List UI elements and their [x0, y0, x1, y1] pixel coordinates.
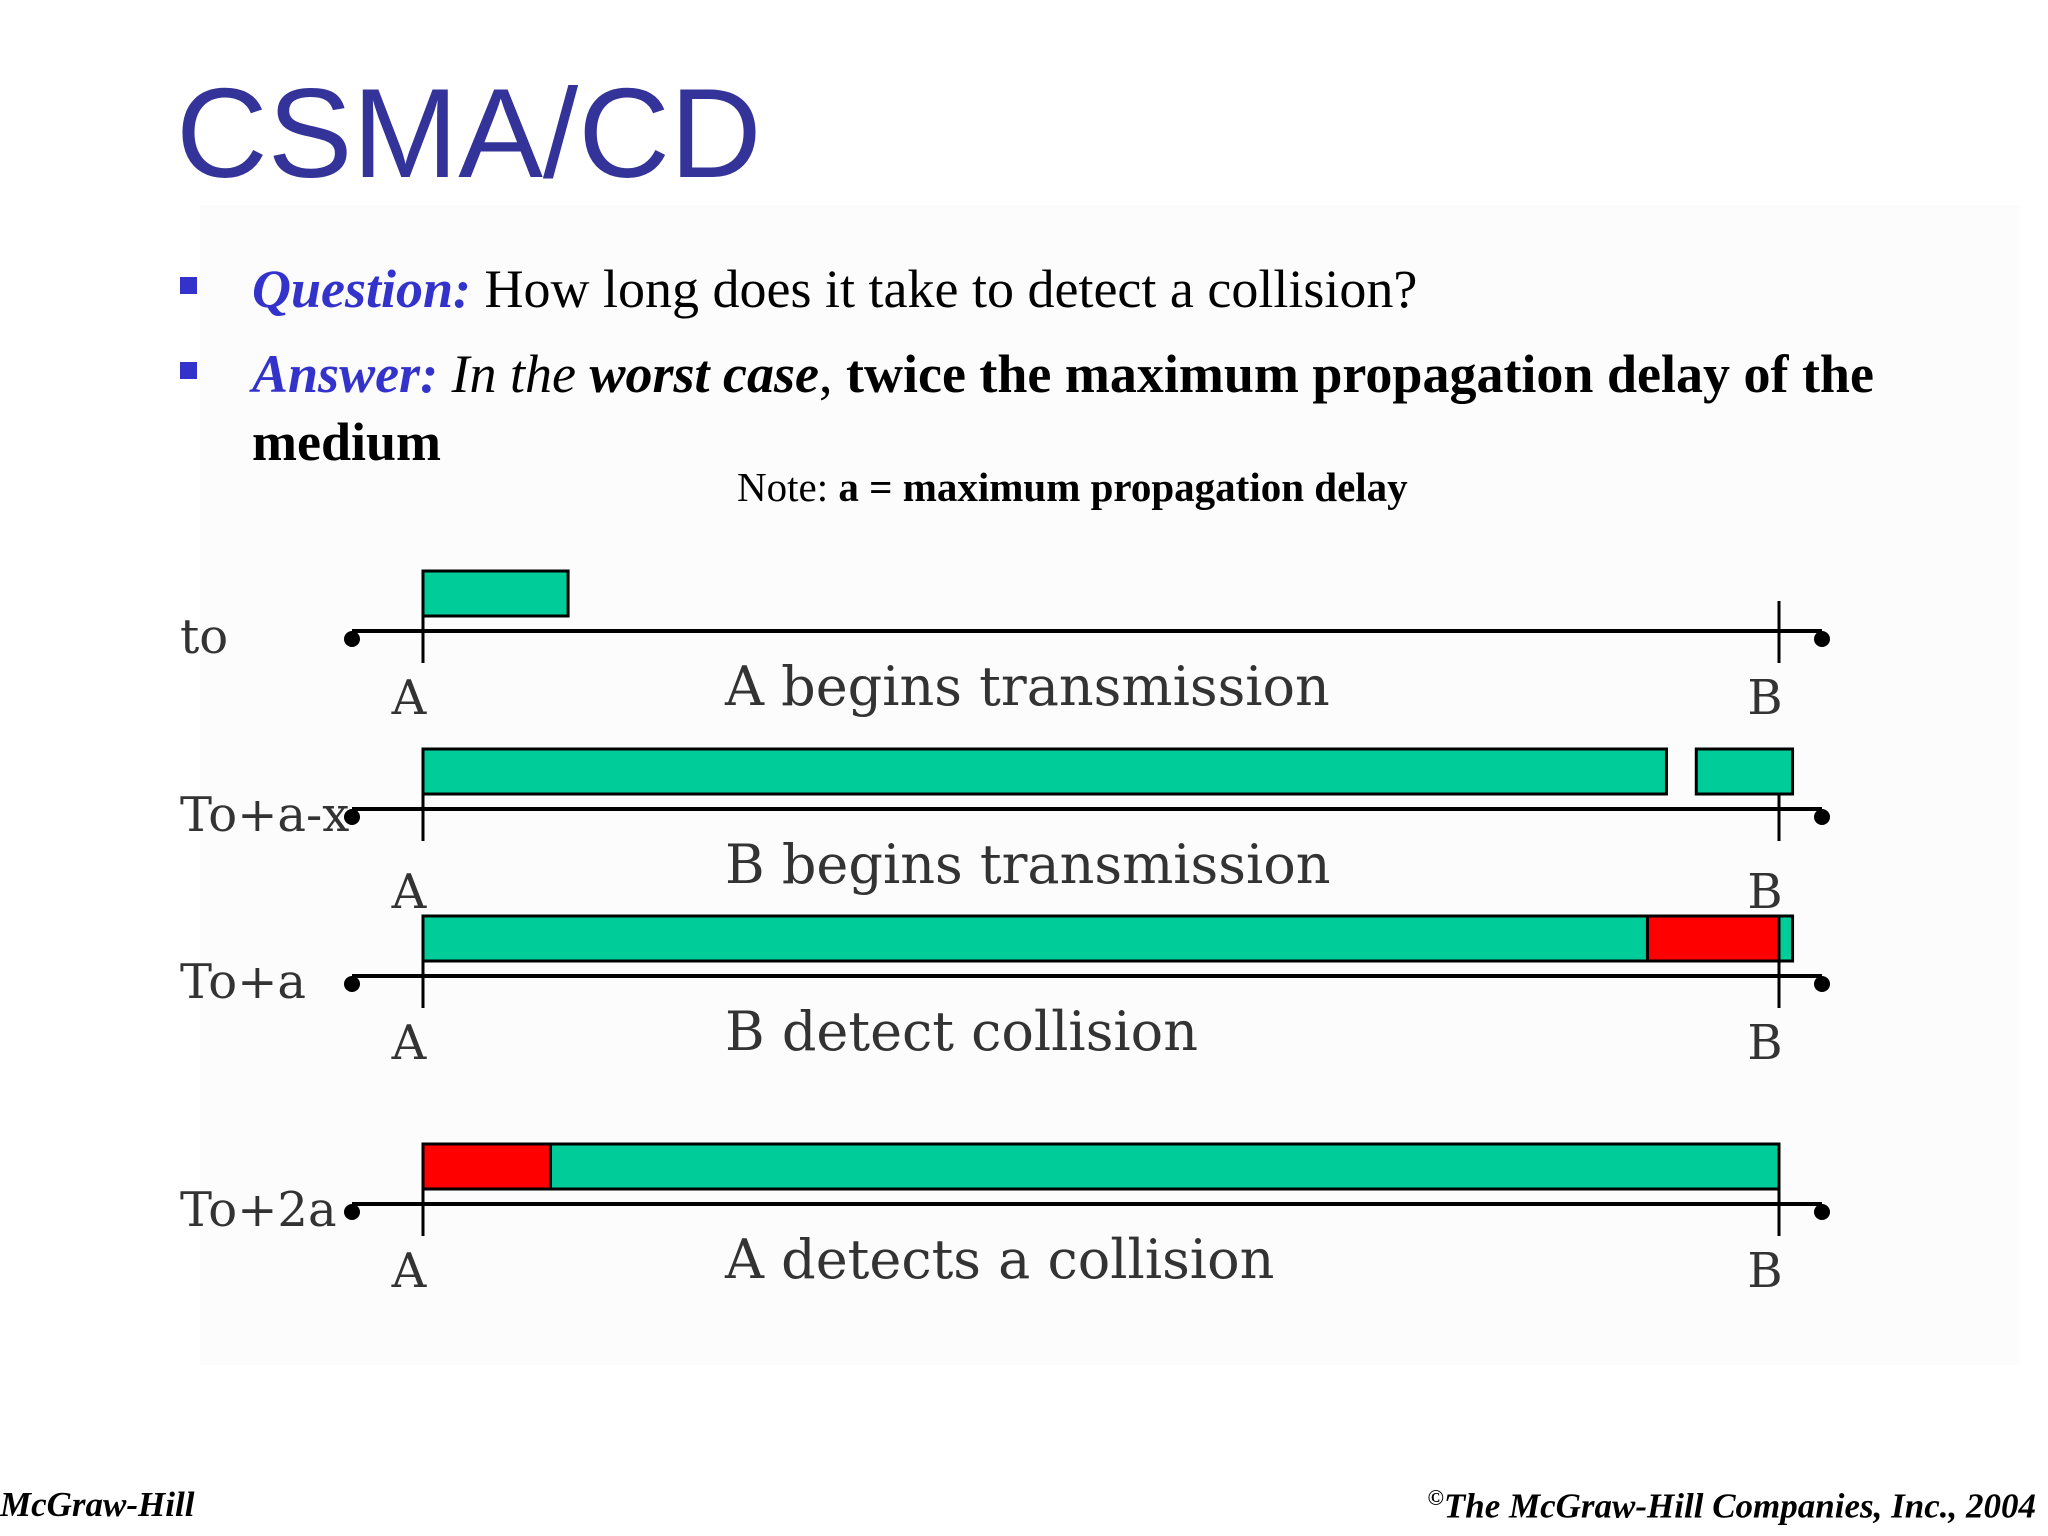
station-b-label: B [1747, 864, 1782, 920]
time-label: to [180, 609, 228, 665]
station-b-label: B [1747, 670, 1782, 726]
note-text: a = maximum propagation delay [838, 464, 1408, 510]
medium-end-dot [1814, 809, 1830, 825]
bullet-question-text: How long does it take to detect a collis… [471, 259, 1418, 319]
footer-publisher: McGraw-Hill [0, 1485, 195, 1524]
station-a-label: A [391, 864, 428, 920]
bullet-square-icon [180, 362, 197, 379]
medium-end-dot [1814, 631, 1830, 647]
footer-copyright: ©The McGraw-Hill Companies, Inc., 2004 [1427, 1485, 2036, 1527]
row-caption: B detect collision [725, 1000, 1198, 1063]
frame-segment [1694, 747, 1795, 796]
time-label: To+a-x [180, 787, 349, 843]
frame-segment [1777, 914, 1795, 963]
frame-segment [548, 1142, 1781, 1191]
medium-end-dot [344, 631, 360, 647]
medium-end-dot [1814, 976, 1830, 992]
bullet-question: Question: How long does it take to detec… [180, 255, 1942, 323]
bullet-answer-emphasis: worst case [589, 344, 820, 404]
collision-segment [421, 1142, 552, 1191]
bullet-answer: Answer: In the worst case, twice the max… [180, 340, 1942, 476]
row-caption: B begins transmission [725, 833, 1331, 896]
footer-copyright-text: The McGraw-Hill Companies, Inc., 2004 [1443, 1486, 2036, 1526]
station-b-label: B [1747, 1243, 1782, 1299]
medium-end-dot [1814, 1204, 1830, 1220]
bullet-answer-part: In the [438, 344, 590, 404]
medium-end-dot [344, 809, 360, 825]
frame-segment [421, 914, 1649, 963]
medium-end-dot [344, 1204, 360, 1220]
time-label: To+a [180, 954, 306, 1010]
frame-segment [421, 569, 570, 618]
row-caption: A begins transmission [724, 655, 1330, 718]
copyright-symbol: © [1427, 1485, 1444, 1510]
bullet-answer-conclusion: twice the maximum propagation delay of t… [252, 344, 1874, 472]
bullet-question-lead: Question: [252, 259, 472, 319]
bullet-answer-lead: Answer: [252, 344, 439, 404]
slide-title: CSMA/CD [176, 62, 762, 204]
note-prefix: Note: [737, 464, 839, 510]
time-label: To+2a [180, 1182, 337, 1238]
note: Note: a = maximum propagation delay [737, 462, 1408, 512]
medium-end-dot [344, 976, 360, 992]
station-a-label: A [391, 670, 428, 726]
bullet-answer-part: , [819, 344, 846, 404]
frame-segment [421, 747, 1668, 796]
collision-segment [1645, 914, 1781, 963]
station-a-label: A [391, 1243, 428, 1299]
row-caption: A detects a collision [724, 1228, 1274, 1291]
station-b-label: B [1747, 1015, 1782, 1071]
station-a-label: A [391, 1015, 428, 1071]
bullet-square-icon [180, 277, 197, 294]
